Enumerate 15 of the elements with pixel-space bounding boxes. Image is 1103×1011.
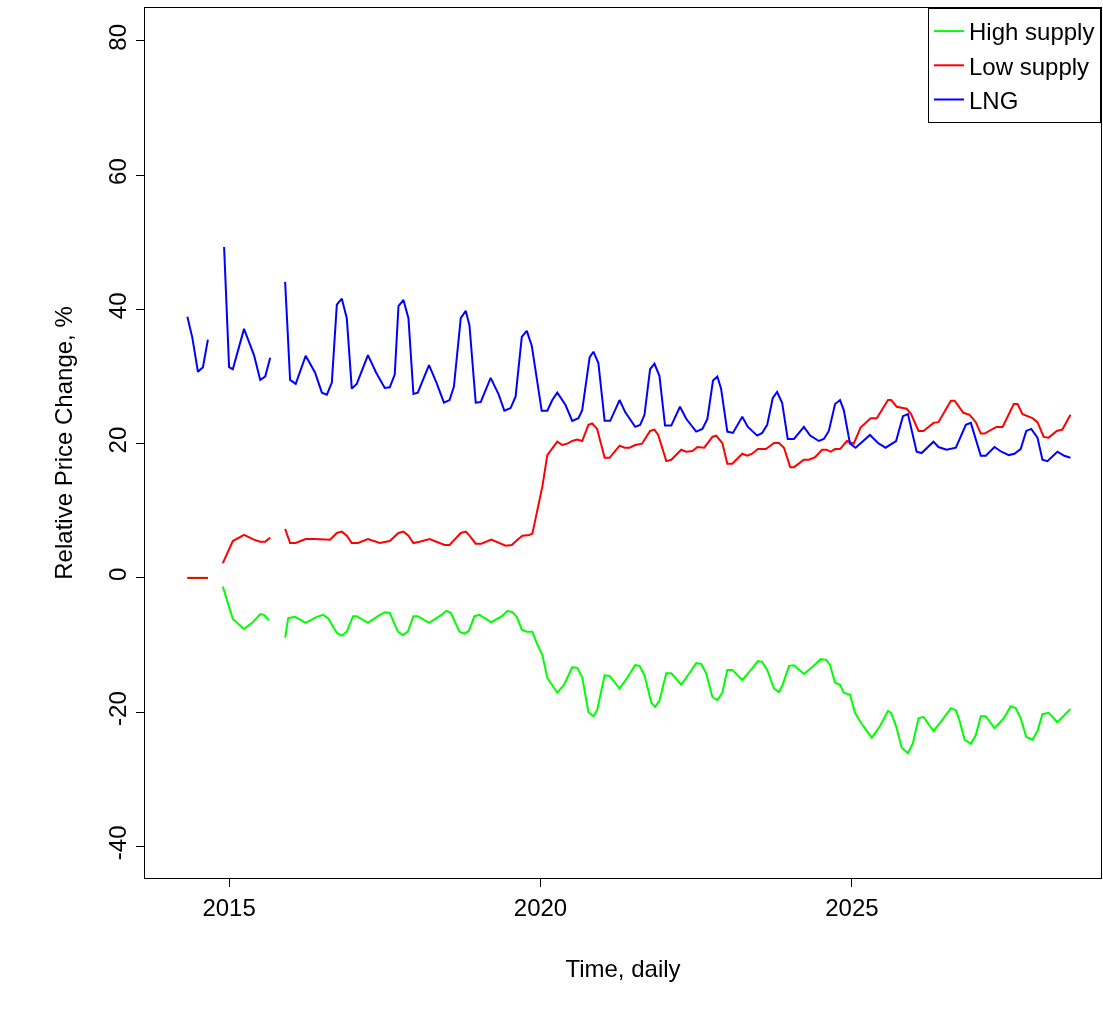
y-tick-label: 60 (104, 158, 132, 185)
x-tick-label: 2020 (513, 893, 568, 921)
y-tick-label: -40 (104, 825, 132, 861)
legend-label: Low supply (969, 52, 1090, 80)
x-tick-label: 2015 (202, 893, 256, 921)
y-tick-label: 20 (104, 426, 132, 454)
y-tick-label: 0 (104, 567, 132, 582)
y-axis-title: Relative Price Change, % (49, 306, 77, 580)
legend-label: High supply (969, 18, 1095, 46)
y-tick-label: -20 (104, 691, 132, 726)
y-tick-label: 40 (104, 292, 132, 320)
x-axis-title: Time, daily (565, 955, 681, 983)
x-tick-label: 2025 (825, 893, 879, 921)
y-tick-label: 80 (104, 23, 132, 51)
legend-label: LNG (969, 86, 1019, 114)
